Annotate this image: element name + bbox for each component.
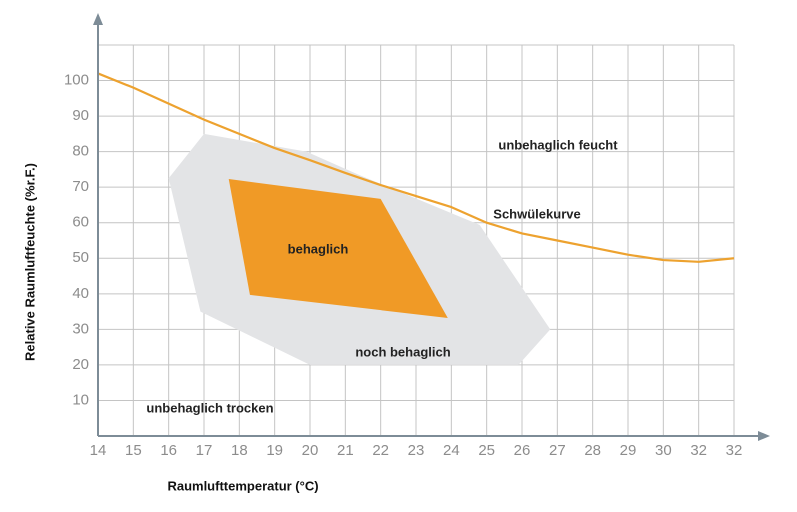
y-tick-label: 70 (72, 178, 89, 195)
annotation: unbehaglich feucht (498, 137, 618, 152)
x-tick-label: 32 (690, 442, 707, 459)
y-tick-label: 100 (64, 72, 89, 89)
series-label: Schwülekurve (493, 206, 580, 221)
y-tick-label: 10 (72, 391, 89, 408)
zone-label: noch behaglich (355, 344, 450, 359)
x-tick-label: 25 (478, 442, 495, 459)
x-tick-label: 27 (549, 442, 566, 459)
x-tick-label: 19 (266, 442, 283, 459)
x-tick-label: 32 (726, 442, 743, 459)
x-tick-label: 20 (302, 442, 319, 459)
x-tick-label: 15 (125, 442, 142, 459)
x-axis-title: Raumlufttemperatur (°C) (167, 478, 318, 493)
line-series (97, 72, 735, 263)
x-tick-label: 24 (443, 442, 460, 459)
y-tick-label: 60 (72, 214, 89, 231)
y-tick-label: 40 (72, 285, 89, 302)
zone (228, 179, 448, 318)
y-tick-label: 50 (72, 249, 89, 266)
x-axis-arrow (758, 431, 770, 441)
x-tick-label: 28 (584, 442, 601, 459)
zone-label: behaglich (288, 241, 349, 256)
y-axis-title: Relative Raumluftfeuchte (%r.F.) (22, 163, 37, 361)
x-tick-label: 16 (160, 442, 177, 459)
y-tick-label: 20 (72, 356, 89, 373)
x-tick-label: 21 (337, 442, 354, 459)
y-axis-arrow (93, 13, 103, 25)
x-tick-label: 30 (655, 442, 672, 459)
x-tick-label: 14 (90, 442, 107, 459)
x-tick-label: 17 (196, 442, 213, 459)
x-tick-label: 22 (372, 442, 389, 459)
x-tick-label: 23 (408, 442, 425, 459)
y-tick-label: 30 (72, 320, 89, 337)
y-tick-label: 90 (72, 107, 89, 124)
x-tick-label: 26 (514, 442, 531, 459)
x-tick-label: 18 (231, 442, 248, 459)
annotation: unbehaglich trocken (146, 400, 273, 415)
y-tick-label: 80 (72, 143, 89, 160)
x-tick-label: 29 (620, 442, 637, 459)
